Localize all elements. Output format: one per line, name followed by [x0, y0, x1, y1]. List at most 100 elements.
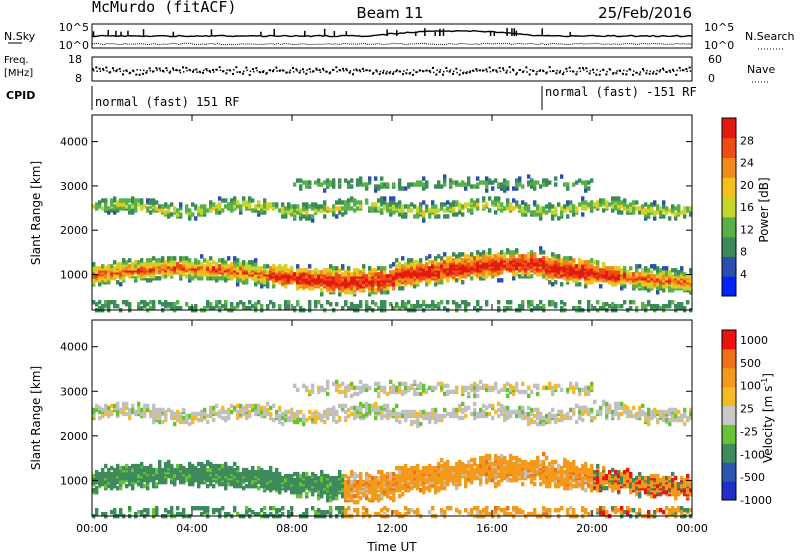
heatmap-cell	[152, 417, 156, 423]
heatmap-cell	[401, 381, 405, 387]
heatmap-cell	[644, 208, 648, 213]
heatmap-cell	[605, 270, 609, 275]
freq-mark	[475, 68, 478, 71]
nsearch-trace	[91, 42, 693, 46]
heatmap-cell	[308, 270, 312, 275]
freq-mark	[318, 69, 321, 72]
heatmap-cell	[497, 202, 501, 207]
heatmap-cell	[236, 413, 240, 419]
heatmap-cell	[362, 182, 366, 187]
heatmap-cell	[194, 505, 198, 511]
heatmap-cell	[329, 208, 333, 213]
heatmap-cell	[296, 489, 300, 495]
heatmap-cell	[653, 274, 657, 279]
heatmap-cell	[311, 389, 315, 395]
heatmap-cell	[389, 212, 393, 217]
freq-mark	[612, 72, 614, 75]
heatmap-cell	[446, 300, 450, 305]
heatmap-cell	[128, 471, 132, 477]
heatmap-cell	[302, 268, 306, 273]
heatmap-cell	[641, 272, 645, 277]
heatmap-cell	[227, 256, 231, 261]
heatmap-cell	[365, 511, 369, 517]
heatmap-cell	[101, 198, 105, 203]
heatmap-cell	[269, 266, 273, 271]
heatmap-cell	[101, 206, 105, 211]
freq-mark	[502, 67, 504, 70]
heatmap-cell	[101, 467, 105, 473]
heatmap-cell	[560, 210, 564, 215]
heatmap-cell	[314, 304, 318, 309]
freq-mark	[462, 72, 464, 75]
heatmap-cell	[410, 266, 414, 271]
heatmap-cell	[170, 505, 174, 511]
heatmap-cell	[656, 286, 660, 291]
nave-mark	[686, 70, 688, 73]
heatmap-cell	[467, 202, 471, 207]
y-tick-label: 4000	[60, 136, 88, 149]
heatmap-cell	[602, 262, 606, 267]
heatmap-cell	[281, 511, 285, 517]
heatmap-cell	[233, 483, 237, 489]
heatmap-cell	[308, 389, 312, 395]
heatmap-cell	[164, 300, 168, 305]
heatmap-cell	[350, 196, 354, 201]
beam-title: Beam 11	[356, 4, 423, 22]
freq-mark	[272, 70, 274, 73]
freq-mark	[385, 72, 388, 75]
heatmap-cell	[683, 210, 687, 215]
heatmap-cell	[263, 198, 267, 203]
heatmap-cell	[443, 178, 447, 183]
heatmap-cell	[602, 302, 606, 307]
heatmap-cell	[371, 300, 375, 305]
heatmap-cell	[461, 212, 465, 217]
heatmap-cell	[296, 493, 300, 499]
nave-mark	[479, 69, 482, 72]
heatmap-cell	[536, 258, 540, 263]
heatmap-cell	[323, 188, 327, 193]
nave-mark	[289, 69, 292, 71]
heatmap-cell	[587, 300, 591, 305]
heatmap-cell	[128, 204, 132, 209]
heatmap-cell	[125, 198, 129, 203]
heatmap-cell	[377, 272, 381, 277]
heatmap-cell	[356, 304, 360, 309]
heatmap-cell	[332, 182, 336, 187]
heatmap-cell	[566, 206, 570, 211]
heatmap-cell	[533, 180, 537, 185]
heatmap-cell	[236, 200, 240, 205]
heatmap-cell	[350, 393, 354, 399]
heatmap-cell	[395, 403, 399, 409]
heatmap-cell	[167, 407, 171, 413]
heatmap-cell	[482, 254, 486, 259]
heatmap-cell	[353, 409, 357, 415]
heatmap-cell	[152, 511, 156, 517]
heatmap-cell	[251, 407, 255, 413]
heatmap-cell	[236, 282, 240, 287]
heatmap-cell	[242, 409, 246, 415]
heatmap-cell	[503, 178, 507, 183]
heatmap-cell	[293, 182, 297, 187]
heatmap-cell	[236, 465, 240, 471]
heatmap-cell	[128, 505, 132, 511]
heatmap-cell	[224, 264, 228, 269]
heatmap-cell	[566, 200, 570, 205]
nave-mark	[633, 70, 635, 72]
heatmap-cell	[254, 411, 258, 417]
heatmap-cell	[473, 184, 477, 189]
heatmap-cell	[392, 389, 396, 395]
freq-mark	[402, 73, 404, 76]
heatmap-cell	[380, 274, 384, 279]
heatmap-cell	[239, 204, 243, 209]
velocity-heatmap	[92, 379, 693, 519]
heatmap-cell	[260, 266, 264, 271]
heatmap-cell	[230, 302, 234, 307]
heatmap-cell	[353, 493, 357, 499]
heatmap-cell	[674, 268, 678, 273]
heatmap-cell	[668, 300, 672, 305]
freq-mark	[448, 70, 451, 73]
heatmap-cell	[308, 479, 312, 485]
heatmap-cell	[515, 258, 519, 263]
heatmap-cell	[668, 216, 672, 221]
heatmap-cell	[503, 186, 507, 191]
